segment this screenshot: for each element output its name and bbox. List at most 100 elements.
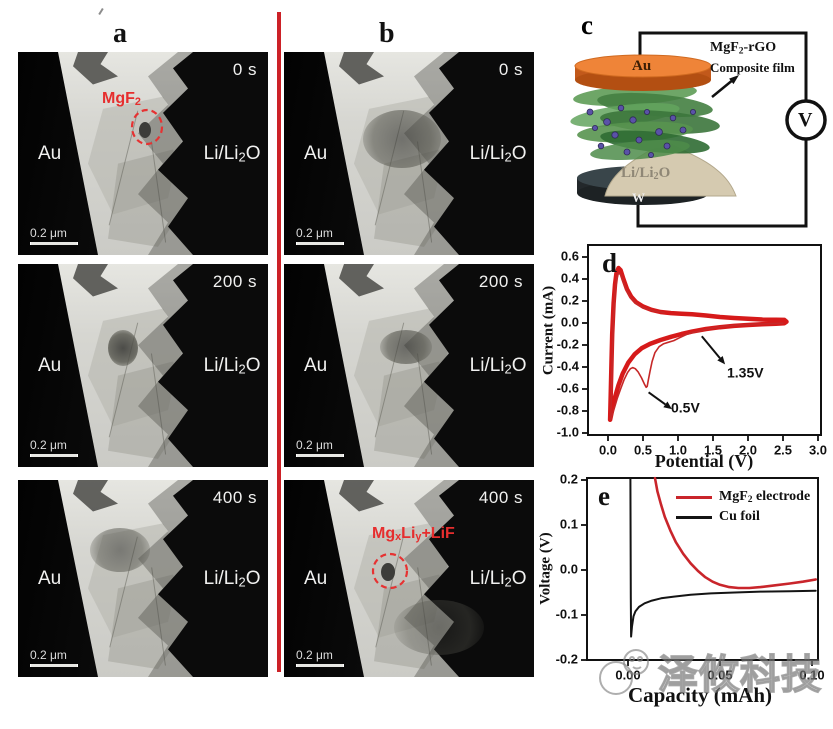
annotation-label: MgxLiy+LiF: [372, 525, 455, 544]
stray-mark: [98, 8, 104, 15]
li-li2o-label: Li/Li2O: [203, 142, 261, 165]
film-pointer-arrowhead: [729, 75, 739, 85]
li-li2o-label: Li/Li2O: [469, 567, 527, 590]
au-label: Au: [632, 58, 652, 74]
panel-d-letter: d: [602, 248, 618, 278]
scale-bar: 0.2 μm: [296, 226, 344, 245]
exposure-time-label: 0 s: [498, 60, 523, 79]
x-tick-label: 0.10: [799, 668, 824, 683]
scale-bar: 0.2 μm: [30, 438, 78, 457]
exposure-time-label: 200 s: [478, 272, 523, 291]
y-tick-label: 0.2: [560, 471, 578, 486]
scale-bar: 0.2 μm: [296, 648, 344, 667]
dark-particle: [380, 330, 432, 364]
dark-particle: [90, 528, 150, 572]
series-stabilized-cycles: [607, 265, 789, 423]
au-electrode-label: Au: [304, 567, 328, 589]
x-tick-label: 1.5: [704, 443, 722, 458]
annotation-arrowhead: [717, 355, 726, 365]
dark-particle: [108, 330, 138, 366]
rgo-film-mesh: [570, 84, 720, 160]
li-li2o-label: Li/Li2O: [469, 142, 527, 165]
panel-c-letter: c: [581, 10, 593, 40]
y-tick-label: -0.4: [557, 358, 580, 373]
voltmeter-icon: [785, 99, 827, 141]
y-tick-label: -0.2: [557, 336, 579, 351]
au-electrode-label: Au: [304, 142, 328, 164]
y-tick-label: 0.0: [560, 561, 578, 576]
y-tick-label: 0.0: [561, 314, 579, 329]
au-electrode-label: Au: [38, 354, 62, 376]
tem-image-panel: 200 s Au Li/Li2O 0.2 μm: [18, 264, 268, 467]
scale-bar: 0.2 μm: [30, 226, 78, 245]
y-tick-label: -0.2: [556, 651, 578, 666]
panel-b-letter: b: [379, 18, 395, 49]
x-tick-label: 0.00: [615, 668, 640, 683]
y-tick-label: -0.1: [556, 606, 578, 621]
y-tick-label: 0.1: [560, 516, 578, 531]
exposure-time-label: 200 s: [212, 272, 257, 291]
au-electrode-label: Au: [38, 142, 62, 164]
circuit-wire: [636, 31, 808, 228]
y-tick-label: -0.8: [557, 402, 579, 417]
x-tick-label: 0.5: [634, 443, 652, 458]
cv-xlabel: Potential (V): [654, 451, 754, 471]
dark-particle: [394, 600, 484, 655]
au-electrode-label: Au: [304, 354, 328, 376]
tem-image-panel: 200 s Au Li/Li2O 0.2 μm: [284, 264, 534, 467]
series-first-cycle: [610, 272, 784, 421]
discharge-chart: 0.00 0.05 0.10 0.2 0.1 0.0 -0.1 -0.2: [556, 471, 825, 683]
schematic-drawing: [570, 31, 827, 228]
cv-ylabel: Current (mA): [540, 285, 557, 376]
discharge-xlabel: Capacity (mAh): [627, 683, 773, 707]
discharge-chart-panel: 0.00 0.05 0.10 0.2 0.1 0.0 -0.1 -0.2 e Capacity…: [538, 465, 833, 729]
mgf2-particles: [586, 104, 696, 158]
panel-a-letter: a: [113, 18, 127, 49]
cv-annotation-text: 1.35V: [727, 364, 764, 380]
w-label: W: [632, 190, 645, 205]
y-tick-label: -1.0: [557, 424, 579, 439]
schematic-panel: c Au Li/Li2O W V MgF2-rGO Composite film: [555, 0, 833, 245]
plot-frame: [586, 477, 819, 661]
scale-bar: 0.2 μm: [30, 648, 78, 667]
legend-item-cu: Cu foil: [676, 507, 810, 527]
series-mgf2-electrode: [653, 476, 818, 590]
x-tick-label: 1.0: [669, 443, 687, 458]
tem-image-panel: 0 s Au Li/Li2O 0.2 μm: [284, 52, 534, 255]
exposure-time-label: 0 s: [232, 60, 257, 79]
tem-image-panel: 400 s Au Li/Li2O 0.2 μm: [18, 480, 268, 677]
au-electrode-label: Au: [38, 567, 62, 589]
film-pointer-arrow: [711, 78, 735, 98]
x-tick-label: 0.0: [599, 443, 617, 458]
annotation-arrow: [701, 335, 721, 359]
y-tick-label: 0.2: [561, 292, 579, 307]
film-label: MgF2-rGO Composite film: [710, 40, 795, 75]
series-cu-foil: [629, 477, 817, 638]
voltmeter-label: V: [798, 109, 813, 131]
au-electrode-top: [574, 54, 712, 78]
legend-item-mgf2: MgF2 electrode: [676, 487, 810, 507]
column-divider: [277, 12, 281, 672]
li-li2o-label: Li/Li2O: [203, 567, 261, 590]
y-tick-label: -0.6: [557, 380, 579, 395]
cv-chart-panel: 0.0 0.5 1.0 1.5 2.0 2.5 3.0 0.6 0.4 0.2 0.0 -0.2 -0.…: [540, 240, 833, 475]
exposure-time-label: 400 s: [478, 488, 523, 507]
scale-bar: 0.2 μm: [296, 438, 344, 457]
plot-frame: [587, 244, 822, 436]
cv-annotation-text: 0.5V: [671, 400, 700, 416]
legend-line-red: [676, 495, 712, 499]
legend-line-black: [676, 515, 712, 519]
tem-image-panel: 0 s Au Li/Li2O 0.2 μm MgF2: [18, 52, 268, 255]
legend-label-mgf2: MgF2 electrode: [719, 489, 811, 505]
annotation-label: MgF2: [102, 90, 141, 109]
legend-label-cu: Cu foil: [719, 509, 760, 524]
y-tick-label: 0.4: [561, 270, 580, 285]
x-tick-label: 2.0: [739, 443, 757, 458]
panel-e-letter: e: [598, 481, 610, 511]
annotation-arrowhead: [663, 401, 672, 410]
x-tick-label: 2.5: [774, 443, 792, 458]
li-li2o-label: Li/Li2O: [469, 354, 527, 377]
cv-chart: 0.0 0.5 1.0 1.5 2.0 2.5 3.0 0.6 0.4 0.2 0.0 -0.2 -0.…: [557, 244, 827, 458]
x-tick-label: 3.0: [809, 443, 827, 458]
